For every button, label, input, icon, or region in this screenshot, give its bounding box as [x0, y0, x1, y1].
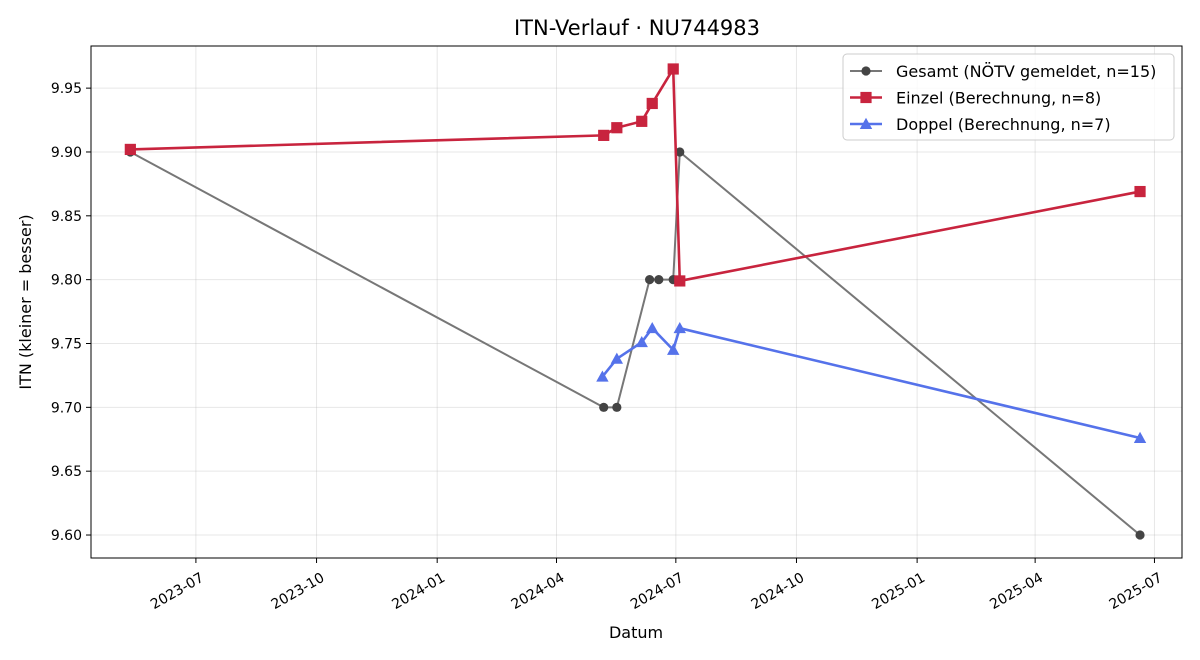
y-tick-label: 9.85: [51, 209, 82, 225]
y-tick-label: 9.90: [51, 145, 82, 161]
y-tick-label: 9.75: [51, 336, 82, 352]
data-point: [124, 143, 136, 156]
data-point: [1134, 185, 1146, 198]
data-point: [1135, 530, 1145, 540]
y-tick-label: 9.95: [51, 81, 82, 97]
legend-marker: [860, 91, 872, 104]
data-point: [596, 370, 609, 382]
data-point: [646, 321, 659, 334]
legend-label: Doppel (Berechnung, n=7): [896, 115, 1111, 134]
data-point: [646, 97, 658, 110]
legend-label: Einzel (Berechnung, n=8): [896, 89, 1101, 108]
chart-title: ITN-Verlauf · NU744983: [514, 16, 760, 40]
data-point: [612, 402, 622, 412]
y-tick-label: 9.80: [51, 273, 82, 289]
series-layer: [124, 63, 1147, 540]
data-point: [610, 352, 624, 364]
legend-entry: Gesamt (NÖTV gemeldet, n=15): [850, 62, 1156, 81]
data-point: [654, 275, 664, 285]
data-point: [667, 63, 679, 75]
data-point: [598, 129, 610, 141]
plot-frame: [90, 45, 1183, 559]
data-point: [673, 321, 686, 334]
legend-marker: [859, 117, 873, 129]
data-point: [667, 343, 680, 355]
data-point: [645, 275, 655, 285]
legend-label: Gesamt (NÖTV gemeldet, n=15): [896, 62, 1156, 81]
data-point: [674, 275, 686, 287]
data-point: [1133, 431, 1147, 443]
data-point: [675, 147, 685, 157]
series-2: [596, 321, 1147, 443]
y-tick-label: 9.65: [51, 464, 82, 480]
y-axis: 9.60 9.65 9.70 9.75 9.80 9.85 9.90 9.95: [51, 81, 91, 544]
x-axis-title: Datum: [609, 623, 663, 642]
data-point: [635, 336, 648, 348]
data-point: [599, 402, 609, 412]
legend-box: [842, 53, 1175, 141]
data-point: [611, 122, 623, 134]
series-1: [124, 63, 1146, 287]
legend-entry: Einzel (Berechnung, n=8): [850, 89, 1101, 108]
legend-entry: Doppel (Berechnung, n=7): [850, 115, 1111, 134]
data-point: [636, 115, 648, 127]
legend: Gesamt (NÖTV gemeldet, n=15) Einzel (Bere…: [842, 53, 1175, 141]
y-axis-title: ITN (kleiner = besser): [16, 214, 35, 389]
legend-marker: [861, 66, 871, 76]
y-tick-label: 9.60: [51, 528, 82, 544]
y-tick-label: 9.70: [51, 400, 82, 416]
